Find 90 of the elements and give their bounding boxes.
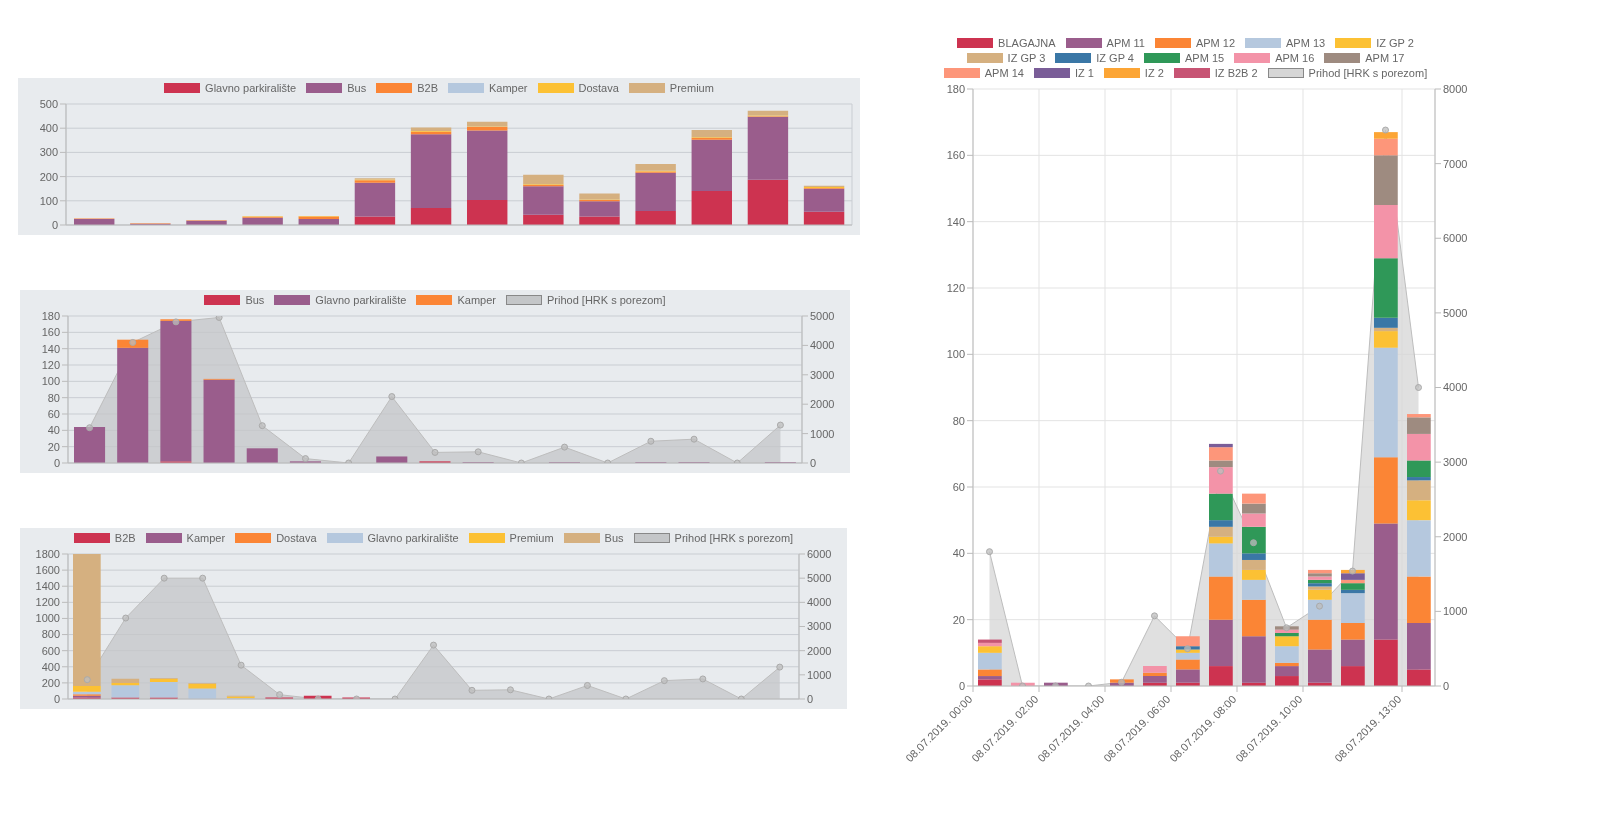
y-tick-label: 1200 bbox=[35, 596, 60, 609]
y2-tick-label: 0 bbox=[810, 456, 817, 469]
y-tick-label: 1000 bbox=[35, 612, 60, 625]
y-tick-label: 400 bbox=[39, 122, 58, 135]
legend-label: Glavno parkiralište bbox=[315, 294, 407, 306]
y-tick-label: 20 bbox=[47, 440, 60, 453]
y2-tick-label: 4000 bbox=[1443, 381, 1468, 394]
legend-label: Bus bbox=[604, 532, 624, 544]
legend-label: Prihod [HRK s porezom] bbox=[546, 294, 666, 306]
legend-label: Glavno parkiralište bbox=[367, 532, 459, 544]
y-tick-label: 120 bbox=[41, 358, 60, 371]
y-tick-label: 100 bbox=[946, 348, 965, 361]
y2-tick-label: 3000 bbox=[807, 620, 832, 633]
y-tick-label: 80 bbox=[47, 391, 60, 404]
legend-label: Kamper bbox=[488, 82, 528, 94]
y-tick-label: 140 bbox=[41, 342, 60, 355]
y2-tick-label: 2000 bbox=[807, 644, 832, 657]
y2-tick-label: 6000 bbox=[807, 547, 832, 560]
y2-tick-label: 1000 bbox=[807, 668, 832, 681]
y-tick-label: 20 bbox=[952, 613, 965, 626]
y2-tick-label: 5000 bbox=[1443, 306, 1468, 319]
legend-label: Bus bbox=[347, 82, 367, 94]
legend-label: IZ 2 bbox=[1144, 67, 1164, 79]
y2-tick-label: 4000 bbox=[807, 596, 832, 609]
y-tick-label: 180 bbox=[946, 82, 965, 95]
legend-label: Premium bbox=[669, 82, 714, 94]
legend-label: Prihod [HRK s porezom] bbox=[674, 532, 794, 544]
y2-tick-label: 3000 bbox=[1443, 456, 1468, 469]
legend-label: IZ 1 bbox=[1074, 67, 1094, 79]
legend-label: B2B bbox=[417, 82, 438, 94]
y2-tick-label: 6000 bbox=[1443, 232, 1468, 245]
legend-label: Bus bbox=[245, 294, 265, 306]
legend-label: Dostava bbox=[578, 82, 619, 94]
y-tick-label: 60 bbox=[952, 480, 965, 493]
y-tick-label: 160 bbox=[946, 149, 965, 162]
y2-tick-label: 2000 bbox=[810, 398, 835, 411]
legend-label: APM 12 bbox=[1195, 37, 1236, 49]
legend-label: APM 17 bbox=[1365, 52, 1405, 64]
y-tick-label: 0 bbox=[958, 679, 965, 692]
legend-label: APM 14 bbox=[984, 67, 1024, 79]
y-tick-label: 60 bbox=[47, 407, 60, 420]
y2-tick-label: 4000 bbox=[810, 339, 835, 352]
y-tick-label: 40 bbox=[952, 547, 965, 560]
y2-tick-label: 3000 bbox=[810, 368, 835, 381]
y2-tick-label: 0 bbox=[807, 692, 814, 705]
y-tick-label: 1600 bbox=[35, 564, 60, 577]
y-tick-label: 200 bbox=[41, 676, 60, 689]
legend-label: IZ GP 3 bbox=[1007, 52, 1046, 64]
y2-tick-label: 0 bbox=[1443, 679, 1450, 692]
legend-label: Dostava bbox=[276, 532, 317, 544]
y-tick-label: 0 bbox=[53, 456, 60, 469]
y-tick-label: 0 bbox=[53, 692, 60, 705]
y-tick-label: 100 bbox=[41, 375, 60, 388]
legend-label: APM 13 bbox=[1286, 37, 1326, 49]
legend-label: Prihod [HRK s porezom] bbox=[1308, 67, 1428, 79]
y2-tick-label: 5000 bbox=[810, 309, 835, 322]
y-tick-label: 800 bbox=[41, 628, 60, 641]
legend-label: APM 11 bbox=[1106, 37, 1145, 49]
legend-label: IZ GP 2 bbox=[1376, 37, 1414, 49]
y-tick-label: 500 bbox=[39, 97, 58, 110]
y2-tick-label: 1000 bbox=[810, 427, 835, 440]
y2-tick-label: 2000 bbox=[1443, 530, 1468, 543]
y-tick-label: 100 bbox=[39, 194, 58, 207]
y-tick-label: 0 bbox=[51, 218, 58, 231]
legend-label: Premium bbox=[509, 532, 554, 544]
y2-tick-label: 7000 bbox=[1443, 157, 1468, 170]
y-tick-label: 200 bbox=[39, 170, 58, 183]
legend-label: IZ GP 4 bbox=[1096, 52, 1134, 64]
legend-label: APM 15 bbox=[1184, 52, 1225, 64]
y-tick-label: 160 bbox=[41, 326, 60, 339]
legend-label: IZ B2B 2 bbox=[1214, 67, 1258, 79]
legend-label: Kamper bbox=[457, 294, 496, 306]
y2-tick-label: 5000 bbox=[807, 572, 832, 585]
y-tick-label: 80 bbox=[952, 414, 965, 427]
legend-label: Glavno parkiralište bbox=[205, 82, 297, 94]
y-tick-label: 600 bbox=[41, 644, 60, 657]
y-tick-label: 1400 bbox=[35, 580, 60, 593]
y-tick-label: 1800 bbox=[35, 547, 60, 560]
y2-tick-label: 8000 bbox=[1443, 82, 1468, 95]
y-tick-label: 400 bbox=[41, 660, 60, 673]
legend-label: APM 16 bbox=[1275, 52, 1315, 64]
y-tick-label: 140 bbox=[946, 215, 965, 228]
y-tick-label: 180 bbox=[41, 309, 60, 322]
legend-label: BLAGAJNA bbox=[998, 37, 1056, 49]
y-tick-label: 120 bbox=[946, 281, 965, 294]
y-tick-label: 300 bbox=[39, 146, 58, 159]
legend-label: Kamper bbox=[186, 532, 226, 544]
legend-label: B2B bbox=[114, 532, 136, 544]
y2-tick-label: 1000 bbox=[1443, 605, 1468, 618]
y-tick-label: 40 bbox=[47, 424, 60, 437]
